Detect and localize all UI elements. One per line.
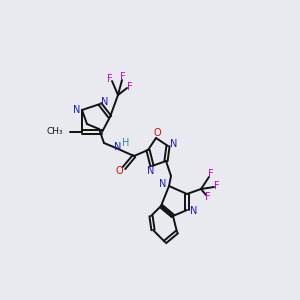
Text: CH₃: CH₃ <box>46 128 63 136</box>
Text: N: N <box>170 139 178 149</box>
Text: N: N <box>73 105 81 115</box>
Text: F: F <box>205 192 211 202</box>
Text: F: F <box>208 169 214 179</box>
Text: F: F <box>120 72 126 82</box>
Text: F: F <box>107 74 113 84</box>
Text: N: N <box>159 179 167 189</box>
Text: N: N <box>114 142 122 152</box>
Text: O: O <box>153 128 161 138</box>
Text: O: O <box>115 166 123 176</box>
Text: N: N <box>147 166 155 176</box>
Text: F: F <box>214 181 220 191</box>
Text: N: N <box>101 97 109 107</box>
Text: N: N <box>190 206 198 216</box>
Text: H: H <box>122 138 130 148</box>
Text: F: F <box>127 82 133 92</box>
